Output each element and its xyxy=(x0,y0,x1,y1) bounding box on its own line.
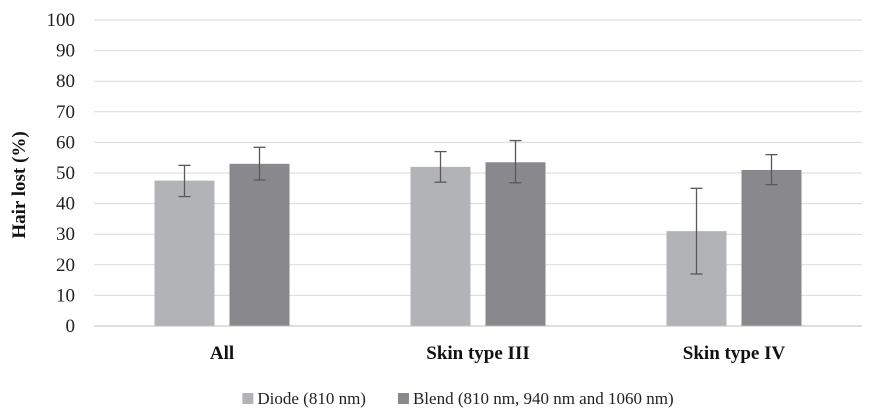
y-tick-label: 20 xyxy=(56,255,75,276)
bar-diode xyxy=(410,166,471,326)
error-bars xyxy=(178,139,778,275)
y-tick-label: 70 xyxy=(56,102,75,123)
category-label: All xyxy=(210,343,234,364)
legend-label: Diode (810 nm) xyxy=(257,389,366,408)
y-tick-label: 80 xyxy=(56,71,75,92)
legend-swatch xyxy=(242,393,254,404)
bars xyxy=(154,162,802,326)
category-labels: All Skin type III Skin type IV xyxy=(210,343,786,364)
legend-swatch xyxy=(397,393,409,404)
y-tick-label: 0 xyxy=(66,316,76,337)
y-tick-label: 90 xyxy=(56,41,75,62)
y-tick-label: 40 xyxy=(56,194,75,215)
bar-blend xyxy=(485,162,546,326)
y-tick-label: 30 xyxy=(56,224,75,245)
legend: Diode (810 nm) Blend (810 nm, 940 nm and … xyxy=(242,389,674,408)
y-tick-label: 60 xyxy=(56,132,75,153)
category-label: Skin type III xyxy=(426,343,530,364)
y-tick-label: 10 xyxy=(56,285,75,306)
y-tick-labels: 0 10 20 30 40 50 60 70 80 90 100 xyxy=(47,10,76,337)
gridlines xyxy=(94,19,862,296)
bar-diode xyxy=(154,180,215,326)
y-tick-label: 100 xyxy=(47,10,76,31)
bar-blend xyxy=(229,163,290,326)
y-axis-label: Hair lost (%) xyxy=(9,131,30,238)
legend-label: Blend (810 nm, 940 nm and 1060 nm) xyxy=(413,389,674,408)
y-tick-label: 50 xyxy=(56,163,75,184)
category-label: Skin type IV xyxy=(683,343,786,364)
bar-blend xyxy=(741,169,802,326)
